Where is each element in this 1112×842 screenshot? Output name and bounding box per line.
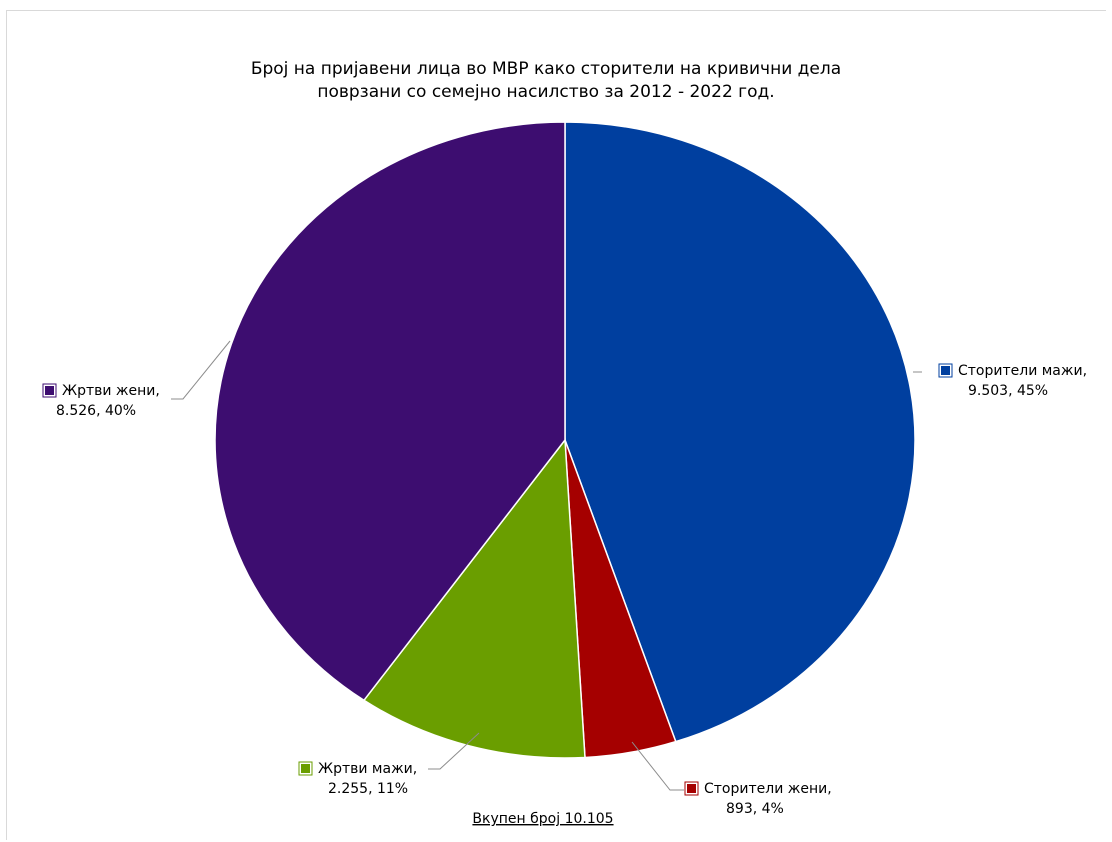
data-label-name-3: Жртви мажи,	[318, 761, 417, 777]
pie-slice-4	[214, 121, 566, 702]
leader-lines	[171, 340, 922, 791]
pie-slice-1	[564, 121, 916, 743]
legend-key-border-1	[938, 363, 953, 378]
data-label-value-4: 8.526, 40%	[56, 403, 136, 419]
data-label-value-3: 2.255, 11%	[328, 781, 408, 797]
pie-slice-3	[362, 437, 586, 759]
leader-line-3	[428, 732, 480, 770]
legend-key-border-3	[298, 761, 313, 776]
total-label: Вкупен број 10.105	[472, 811, 613, 827]
legend-key-border-4	[42, 383, 57, 398]
leader-line-2	[631, 741, 684, 791]
legend-key-4	[43, 384, 56, 397]
data-label-value-2: 893, 4%	[726, 801, 784, 817]
chart-title-line-2: поврзани со семејно насилство за 2012 - …	[317, 82, 774, 102]
data-label-name-2: Сторители жени,	[704, 781, 832, 797]
legend-key-2	[685, 782, 698, 795]
legend-key-3	[299, 762, 312, 775]
legend-key-border-2	[684, 781, 699, 796]
leader-line-4	[171, 340, 231, 400]
data-label-value-1: 9.503, 45%	[968, 383, 1048, 399]
legend-key-1	[939, 364, 952, 377]
data-labels: Сторители мажи, 9.503, 45% Сторители жени,…	[42, 363, 1087, 817]
data-label-name-1: Сторители мажи,	[958, 363, 1087, 379]
pie-slices	[214, 121, 916, 759]
data-label-name-4: Жртви жени,	[62, 383, 160, 399]
chart-title-line-1: Број на пријавени лица во МВР како стори…	[251, 59, 841, 79]
